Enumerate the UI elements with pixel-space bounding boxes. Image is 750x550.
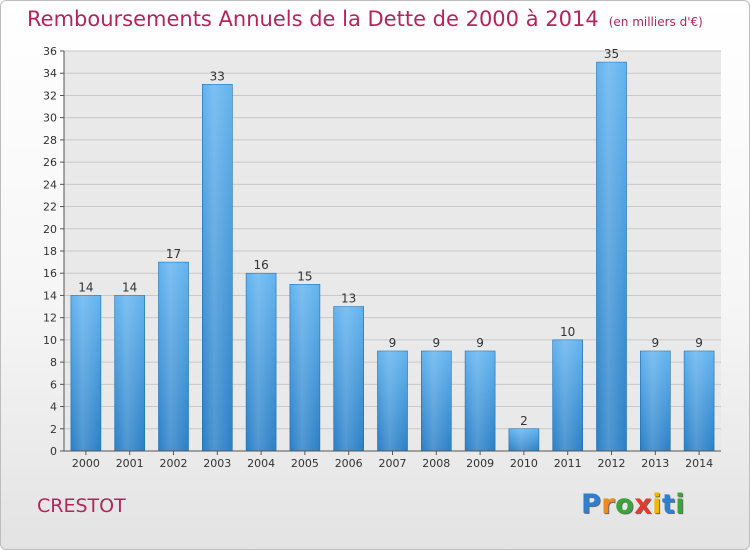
bar-highlight bbox=[158, 262, 189, 451]
x-tick-label: 2008 bbox=[422, 457, 450, 470]
y-tick-label: 32 bbox=[43, 89, 57, 102]
chart-title: Remboursements Annuels de la Dette de 20… bbox=[27, 7, 703, 31]
bar-highlight bbox=[640, 351, 671, 451]
bar-highlight bbox=[202, 84, 233, 451]
y-tick-label: 14 bbox=[43, 289, 57, 302]
bar-highlight bbox=[70, 295, 101, 451]
bar-2002 bbox=[158, 261, 189, 452]
y-tick-label: 12 bbox=[43, 312, 57, 325]
x-tick-label: 2014 bbox=[685, 457, 713, 470]
data-label: 16 bbox=[253, 258, 268, 272]
bar-2007 bbox=[377, 350, 408, 452]
data-label: 33 bbox=[210, 69, 225, 83]
bar-2009 bbox=[464, 350, 496, 452]
logo-letter: i bbox=[675, 489, 686, 520]
x-tick-label: 2009 bbox=[466, 457, 494, 470]
bar-highlight bbox=[333, 306, 364, 451]
data-label: 14 bbox=[122, 280, 137, 294]
y-tick-label: 10 bbox=[43, 334, 57, 347]
y-tick-label: 6 bbox=[50, 378, 57, 391]
bar-highlight bbox=[465, 351, 496, 451]
bar-highlight bbox=[114, 295, 145, 451]
unit-label: (en milliers d'€) bbox=[608, 15, 703, 29]
bar-highlight bbox=[289, 284, 320, 451]
data-label: 9 bbox=[432, 336, 440, 350]
logo-letter: P bbox=[581, 489, 602, 520]
bar-highlight bbox=[246, 273, 277, 451]
data-label: 9 bbox=[476, 336, 484, 350]
bar-highlight bbox=[552, 339, 583, 451]
y-tick-label: 30 bbox=[43, 112, 57, 125]
bar-highlight bbox=[684, 351, 715, 451]
data-label: 9 bbox=[389, 336, 397, 350]
bar-2013 bbox=[639, 350, 671, 452]
y-tick-label: 2 bbox=[50, 423, 57, 436]
y-tick-label: 34 bbox=[43, 67, 57, 80]
y-tick-label: 18 bbox=[43, 245, 57, 258]
bar-2003 bbox=[202, 84, 233, 452]
x-tick-label: 2005 bbox=[291, 457, 319, 470]
proxiti-logo: Proxiti bbox=[581, 489, 685, 520]
x-tick-label: 2012 bbox=[598, 457, 626, 470]
data-label: 14 bbox=[78, 280, 93, 294]
data-label: 17 bbox=[166, 247, 181, 261]
x-tick-label: 2013 bbox=[641, 457, 669, 470]
bar-highlight bbox=[421, 351, 452, 451]
logo-letter: o bbox=[615, 489, 635, 520]
x-tick-label: 2001 bbox=[116, 457, 144, 470]
x-tick-label: 2004 bbox=[247, 457, 275, 470]
logo-letter: i bbox=[652, 489, 662, 520]
bar-highlight bbox=[596, 62, 627, 451]
bar-2000 bbox=[70, 295, 102, 452]
data-label: 2 bbox=[520, 414, 528, 428]
y-tick-label: 4 bbox=[50, 401, 57, 414]
y-tick-label: 16 bbox=[43, 267, 57, 280]
x-tick-label: 2003 bbox=[203, 457, 231, 470]
data-label: 13 bbox=[341, 292, 356, 306]
commune-name: CRESTOT bbox=[37, 495, 126, 517]
bar-2001 bbox=[114, 295, 145, 452]
bar-2011 bbox=[552, 339, 584, 452]
y-tick-label: 0 bbox=[50, 445, 57, 458]
data-label: 35 bbox=[604, 47, 619, 61]
logo-letter: x bbox=[634, 489, 653, 520]
x-tick-label: 2006 bbox=[335, 457, 363, 470]
bar-2005 bbox=[289, 284, 321, 452]
bar-highlight bbox=[377, 351, 408, 451]
data-label: 9 bbox=[695, 336, 703, 350]
bar-2008 bbox=[420, 350, 452, 452]
y-tick-label: 22 bbox=[43, 201, 57, 214]
y-tick-label: 28 bbox=[43, 134, 57, 147]
bar-2010 bbox=[508, 428, 540, 452]
x-tick-label: 2000 bbox=[72, 457, 100, 470]
y-tick-label: 26 bbox=[43, 156, 57, 169]
bar-2012 bbox=[596, 61, 627, 452]
x-tick-label: 2011 bbox=[554, 457, 582, 470]
y-tick-label: 36 bbox=[43, 45, 57, 58]
x-tick-label: 2007 bbox=[379, 457, 407, 470]
bar-2014 bbox=[683, 350, 715, 452]
x-tick-label: 2010 bbox=[510, 457, 538, 470]
bar-2006 bbox=[333, 306, 365, 452]
logo-letter: t bbox=[661, 489, 676, 520]
y-tick-label: 20 bbox=[43, 223, 57, 236]
logo-letter: r bbox=[601, 489, 616, 520]
data-label: 9 bbox=[651, 336, 659, 350]
y-tick-label: 24 bbox=[43, 178, 57, 191]
data-label: 15 bbox=[297, 269, 312, 283]
bar-2004 bbox=[245, 272, 277, 452]
x-tick-label: 2002 bbox=[160, 457, 188, 470]
data-label: 10 bbox=[560, 325, 575, 339]
y-tick-label: 8 bbox=[50, 356, 57, 369]
bar-highlight bbox=[508, 428, 539, 451]
